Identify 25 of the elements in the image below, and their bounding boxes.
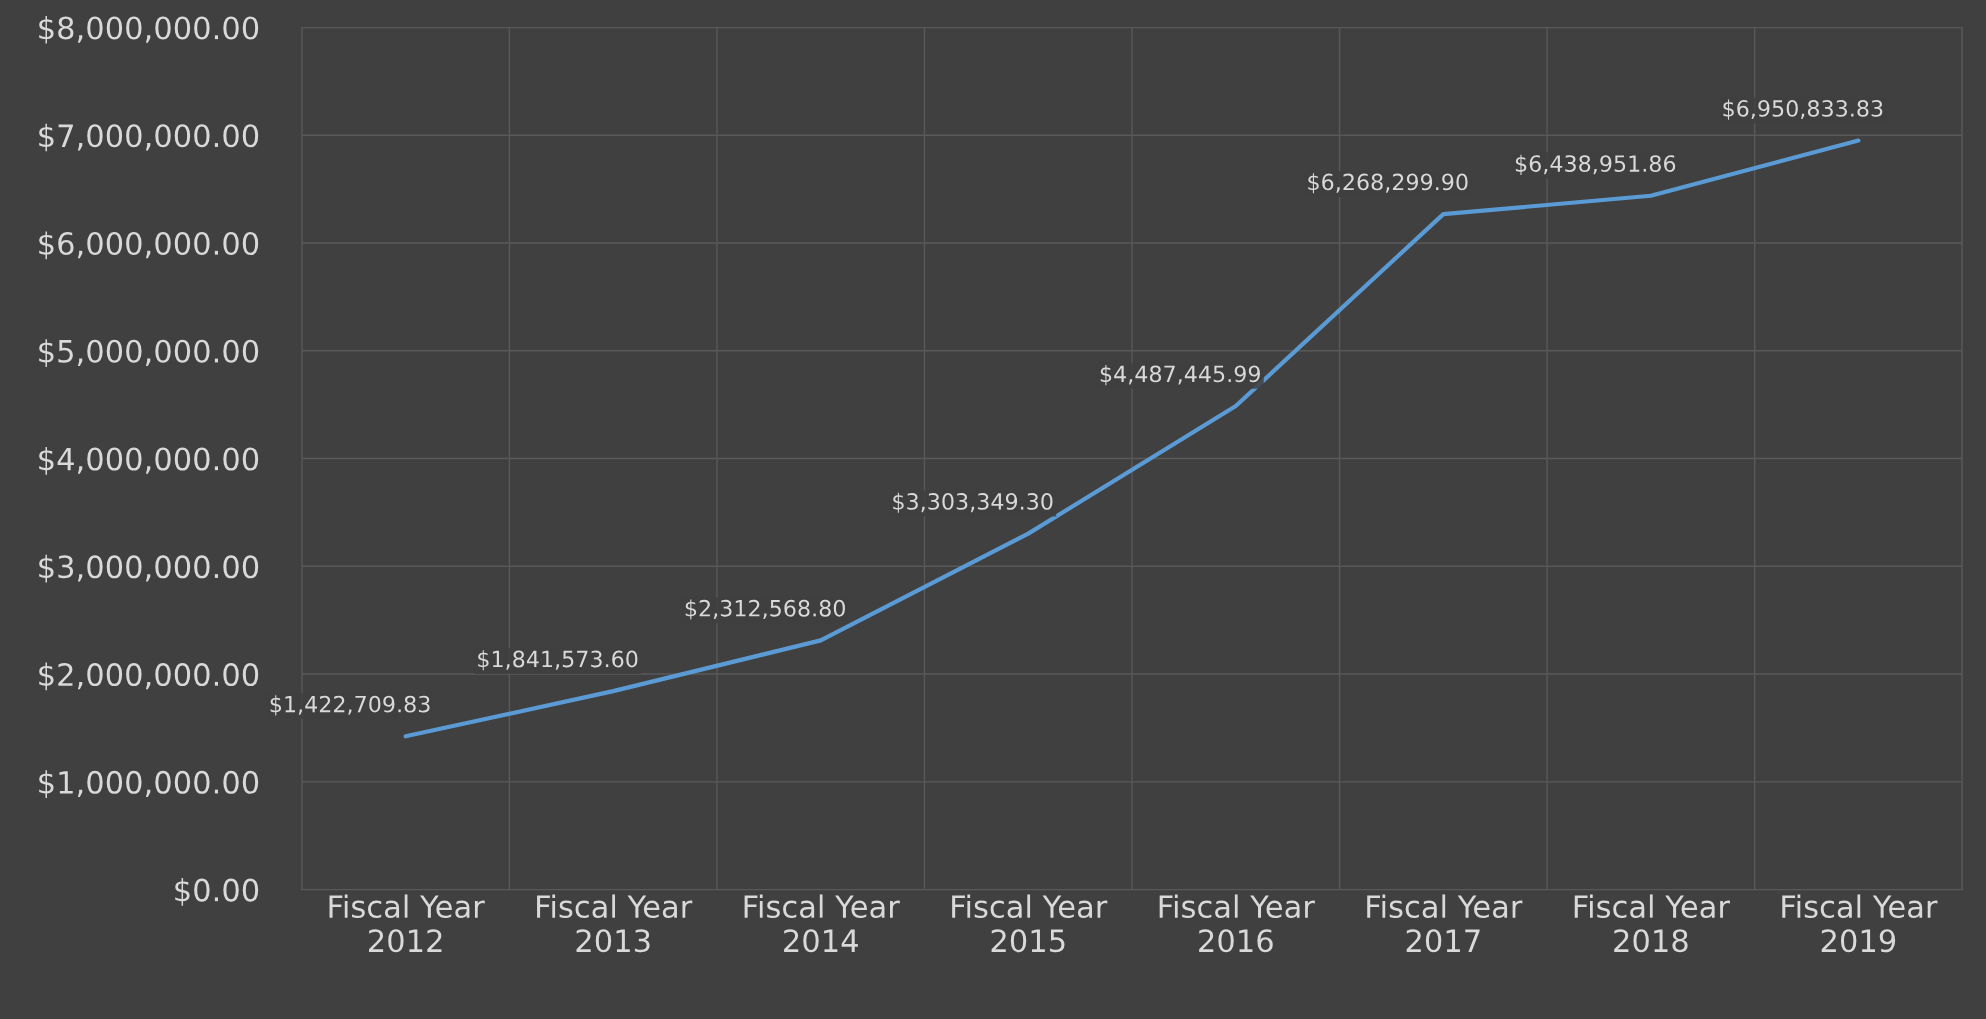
y-tick-label: $5,000,000.00 xyxy=(39,339,259,367)
data-label: $6,268,299.90 xyxy=(1308,173,1468,194)
x-tick-label: Fiscal Year 2013 xyxy=(537,894,693,953)
y-tick-label: $1,000,000.00 xyxy=(39,770,259,798)
y-tick-label: $4,000,000.00 xyxy=(39,446,259,475)
y-tick-label: $0.00 xyxy=(175,877,259,906)
data-label: $1,841,573.60 xyxy=(478,650,638,671)
y-tick-label: $2,000,000.00 xyxy=(39,662,259,691)
data-label: $6,950,833.83 xyxy=(1723,99,1883,120)
y-tick-label: $3,000,000.00 xyxy=(39,554,259,583)
data-label: $3,303,349.30 xyxy=(893,492,1053,513)
data-label: $2,312,568.80 xyxy=(685,599,845,620)
x-tick-label: Fiscal Year 2014 xyxy=(744,894,900,953)
y-tick-label: $6,000,000.00 xyxy=(39,231,259,260)
x-tick-label: Fiscal Year 2016 xyxy=(1159,894,1315,953)
x-tick-label: Fiscal Year 2019 xyxy=(1782,894,1938,953)
data-label: $1,422,709.83 xyxy=(270,695,430,716)
x-tick-label: Fiscal Year 2018 xyxy=(1574,894,1730,953)
x-tick-label: Fiscal Year 2017 xyxy=(1367,894,1523,953)
x-tick-label: Fiscal Year 2015 xyxy=(952,894,1108,953)
data-label: $6,438,951.86 xyxy=(1515,154,1676,175)
y-tick-label: $7,000,000.00 xyxy=(39,123,259,152)
data-label: $4,487,445.99 xyxy=(1100,365,1260,386)
x-tick-label: Fiscal Year 2012 xyxy=(329,894,485,953)
y-tick-label: $8,000,000.00 xyxy=(39,15,259,44)
